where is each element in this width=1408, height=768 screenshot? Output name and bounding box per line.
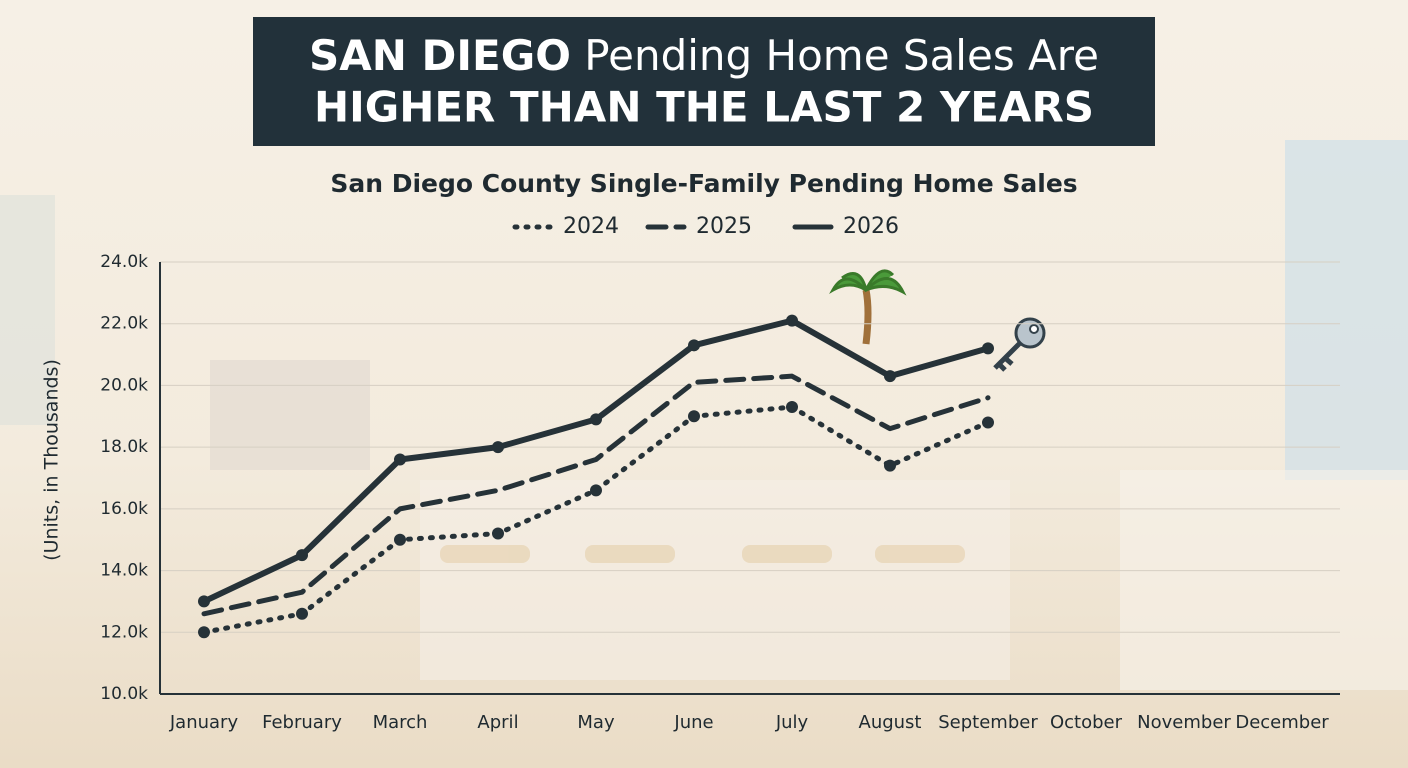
key-icon — [993, 317, 1046, 372]
x-tick-label: December — [1235, 712, 1329, 733]
data-point — [198, 595, 210, 608]
series-line — [201, 373, 991, 617]
data-point — [296, 607, 308, 620]
data-point — [394, 453, 406, 466]
data-point — [884, 370, 896, 383]
x-tick-label: March — [373, 712, 428, 733]
title-box — [253, 17, 1155, 146]
y-tick-label: 18.0k — [100, 437, 148, 457]
data-point — [786, 314, 798, 327]
x-tick-label: February — [262, 712, 342, 733]
stools — [440, 545, 965, 563]
y-tick-label: 16.0k — [100, 499, 148, 519]
data-point — [492, 527, 504, 540]
palm-icon — [829, 269, 907, 345]
legend-label: 2025 — [696, 214, 752, 239]
y-tick-label: 12.0k — [100, 622, 148, 642]
data-point — [688, 339, 700, 352]
x-tick-label: June — [673, 712, 713, 733]
data-point — [198, 626, 210, 639]
title-line-1: SAN DIEGO Pending Home Sales Are — [309, 31, 1099, 80]
counter — [1120, 470, 1408, 690]
data-point — [688, 410, 700, 423]
data-point — [394, 533, 406, 546]
title-rest: Pending Home Sales Are — [584, 31, 1099, 80]
data-point — [982, 416, 994, 429]
y-axis-label: (Units, in Thousands) — [41, 359, 63, 561]
data-point — [786, 401, 798, 414]
legend-label: 2024 — [563, 214, 619, 239]
title-line-2: HIGHER THAN THE LAST 2 YEARS — [314, 83, 1094, 132]
y-tick-label: 24.0k — [100, 252, 148, 272]
y-tick-label: 14.0k — [100, 561, 148, 581]
window — [1285, 140, 1408, 480]
island — [420, 480, 1010, 680]
title-emphasis: SAN DIEGO — [309, 31, 571, 80]
data-point — [492, 441, 504, 454]
data-point — [590, 484, 602, 497]
x-tick-label: July — [775, 712, 809, 733]
x-tick-label: October — [1050, 712, 1123, 733]
data-point — [884, 459, 896, 472]
legend-label: 2026 — [843, 214, 899, 239]
y-tick-label: 22.0k — [100, 314, 148, 334]
data-point — [296, 549, 308, 562]
x-tick-label: April — [477, 712, 518, 733]
x-tick-label: May — [577, 712, 615, 733]
oven — [210, 360, 370, 470]
y-tick-label: 10.0k — [100, 684, 148, 704]
y-tick-label: 20.0k — [100, 375, 148, 395]
subtitle: San Diego County Single-Family Pending H… — [330, 169, 1077, 198]
x-tick-label: August — [859, 712, 922, 733]
wall-art — [0, 195, 55, 425]
x-tick-label: January — [169, 712, 239, 733]
x-tick-label: September — [938, 712, 1038, 733]
data-point — [590, 413, 602, 426]
x-tick-label: November — [1137, 712, 1231, 733]
data-point — [982, 342, 994, 355]
